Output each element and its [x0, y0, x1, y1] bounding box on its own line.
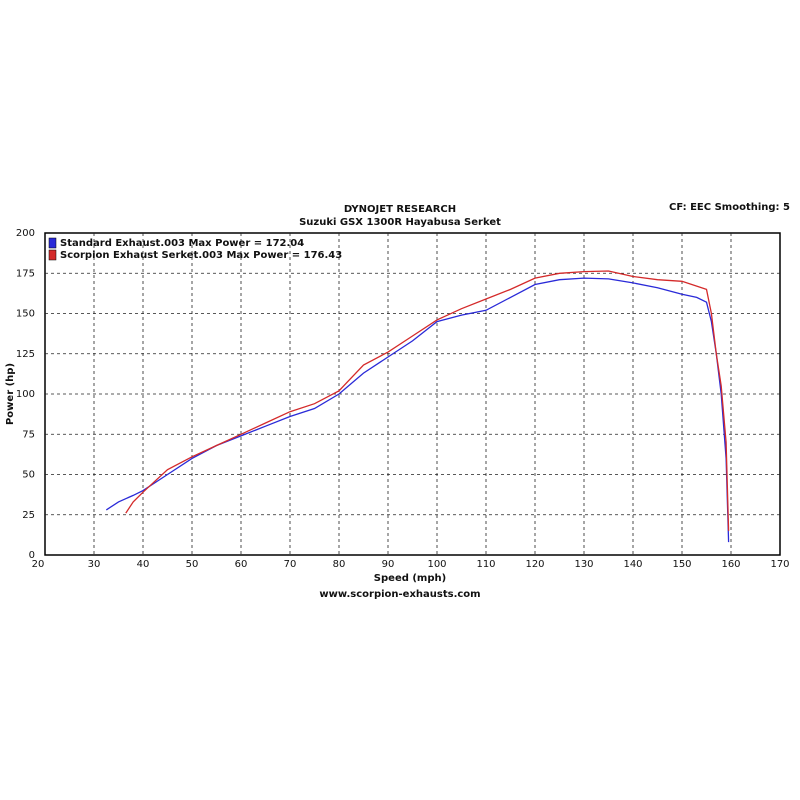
legend-swatch — [48, 249, 57, 261]
y-tick-label: 175 — [16, 268, 35, 279]
x-tick-label: 140 — [623, 559, 642, 570]
y-tick-label: 125 — [16, 349, 35, 360]
x-tick-label: 30 — [88, 559, 101, 570]
x-axis-label: Speed (mph) — [374, 573, 446, 584]
x-tick-label: 150 — [672, 559, 691, 570]
legend-label: Scorpion Exhaust Serket.003 Max Power = … — [60, 250, 342, 261]
x-tick-label: 60 — [235, 559, 248, 570]
y-tick-label: 0 — [29, 550, 35, 561]
x-tick-label: 90 — [382, 559, 395, 570]
x-tick-label: 130 — [574, 559, 593, 570]
annotation: CF: EEC Smoothing: 5 — [669, 202, 790, 213]
x-tick-label: 170 — [770, 559, 789, 570]
series-line — [125, 270, 730, 531]
y-tick-label: 50 — [22, 470, 35, 481]
footer: www.scorpion-exhausts.com — [319, 589, 480, 600]
chart-title: DYNOJET RESEARCH — [344, 204, 456, 215]
y-tick-label: 200 — [16, 228, 35, 239]
x-tick-label: 40 — [137, 559, 150, 570]
y-axis-label: Power (hp) — [5, 363, 16, 425]
y-tick-label: 25 — [22, 510, 35, 521]
x-tick-label: 160 — [721, 559, 740, 570]
legend-label: Standard Exhaust.003 Max Power = 172.04 — [60, 238, 304, 249]
x-tick-label: 110 — [476, 559, 495, 570]
y-tick-label: 150 — [16, 309, 35, 320]
chart-subtitle: Suzuki GSX 1300R Hayabusa Serket — [299, 217, 501, 228]
y-tick-label: 75 — [22, 429, 35, 440]
x-tick-label: 70 — [284, 559, 297, 570]
series-line — [105, 277, 730, 543]
x-tick-label: 100 — [427, 559, 446, 570]
x-tick-label: 50 — [186, 559, 199, 570]
x-tick-label: 80 — [333, 559, 346, 570]
x-tick-label: 20 — [32, 559, 45, 570]
x-tick-label: 120 — [525, 559, 544, 570]
legend-swatch — [48, 237, 57, 249]
y-tick-label: 100 — [16, 389, 35, 400]
